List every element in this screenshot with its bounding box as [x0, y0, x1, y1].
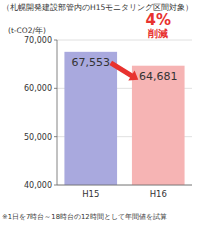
tick — [54, 185, 57, 186]
y-label: (t-CO2/年) — [8, 26, 46, 35]
data-label: 64,681 — [139, 70, 178, 83]
category-label: H15 — [82, 189, 99, 199]
tick-label: 60,000 — [24, 84, 52, 93]
annotation: 4% — [146, 11, 171, 29]
tick-label: 70,000 — [24, 36, 52, 45]
data-label: 67,553 — [72, 56, 111, 69]
bars — [64, 52, 184, 185]
y-axis — [57, 40, 58, 185]
bar — [132, 66, 185, 185]
tick — [54, 136, 57, 137]
annotation: 削減 — [147, 28, 168, 39]
category-label: H16 — [150, 189, 167, 199]
footnote: ※1日を7時台～18時台の12時間として年間値を試算 — [2, 213, 167, 221]
arrow — [109, 61, 138, 81]
tick-label: 50,000 — [24, 133, 52, 142]
tick — [54, 40, 57, 41]
grid-line — [57, 185, 192, 186]
tick — [54, 88, 57, 89]
bar — [64, 52, 117, 185]
x-axis — [57, 185, 192, 186]
chart: （札幌開発建設部管内のH15モニタリング区間対象）(t-CO2/年)40,000… — [0, 0, 201, 225]
grid-line — [57, 40, 192, 41]
tick-label: 40,000 — [24, 181, 52, 190]
